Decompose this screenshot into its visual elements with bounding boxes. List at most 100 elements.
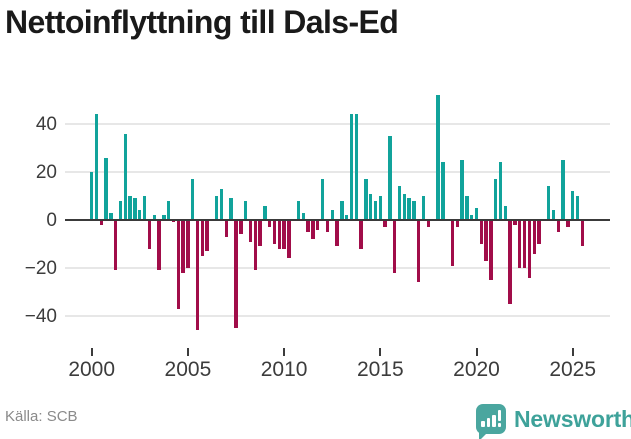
bar-quarter-39 [277,220,281,249]
bar-quarter-67 [412,200,416,220]
x-axis-label-2010: 2010 [260,358,308,381]
bar-quarter-76 [455,220,459,228]
bar-quarter-57 [364,179,368,220]
gridline-20 [65,171,610,173]
bar-quarter-37 [267,220,272,228]
x-axis-label-2015: 2015 [356,358,404,381]
bar-quarter-43 [296,200,301,220]
y-axis-label-40: 40 [35,113,57,135]
bar-quarter-1 [94,114,99,220]
bar-quarter-11 [142,196,147,220]
x-axis-tick-2015 [379,348,382,356]
bar-quarter-24 [205,220,209,252]
bar-quarter-87 [508,220,512,304]
bar-quarter-62 [388,136,392,220]
plot-area: 40 20 0 −20 −40 2000 2005 2010 2015 2020 2025 [24,95,610,381]
bar-quarter-101 [575,196,580,220]
bar-quarter-93 [537,220,541,244]
bar-quarter-49 [325,220,330,232]
newsworthy-brand: Newsworthy [476,404,631,439]
bar-quarter-89 [518,220,522,268]
bar-quarter-79 [469,215,474,220]
bar-quarter-102 [580,220,584,247]
bar-quarter-65 [402,193,407,220]
bar-quarter-91 [527,220,532,278]
x-axis-tick-2020 [475,348,478,356]
bar-quarter-53 [344,215,349,220]
bar-quarter-19 [181,220,185,273]
bar-quarter-85 [498,162,503,220]
bar-quarter-26 [215,196,219,220]
bar-quarter-60 [378,196,382,220]
bar-quarter-56 [359,220,363,249]
x-axis-label-2005: 2005 [164,358,212,381]
bar-quarter-9 [133,198,137,220]
bar-quarter-30 [234,220,238,328]
bar-quarter-90 [522,220,527,268]
bar-quarter-86 [503,205,508,220]
bar-quarter-3 [104,157,108,220]
bar-quarter-100 [571,191,575,220]
bar-quarter-23 [200,220,205,256]
bar-quarter-4 [109,212,113,220]
x-axis-label-2020: 2020 [453,358,500,381]
pin-tail [479,432,488,439]
gridline-40 [65,123,610,125]
bar-quarter-18 [176,220,180,309]
bar-quarter-29 [229,198,233,220]
bar-quarter-98 [561,160,565,220]
bar-quarter-82 [484,220,488,261]
bar-quarter-61 [383,220,387,228]
gridline--40 [65,315,610,317]
bar-quarter-0 [90,172,94,220]
bar-quarter-92 [532,220,536,254]
bar-quarter-73 [441,162,445,220]
source-text: Källa: SCB [5,408,78,425]
bar-quarter-69 [421,196,426,220]
bar-quarter-81 [479,220,483,244]
chart-title: Nettoinflyttning till Dals-Ed [5,4,399,40]
bar-quarter-88 [513,220,517,225]
bar-quarter-55 [354,114,358,220]
bar-quarter-38 [272,220,277,244]
bar-quarter-66 [407,198,411,220]
bar-quarter-80 [474,208,479,220]
bar-quarter-46 [311,220,315,240]
y-axis-label-20: 20 [35,161,57,183]
gridline--20 [65,267,610,269]
bar-quarter-10 [138,210,142,220]
logo-bar-small [481,421,485,427]
bar-quarter-64 [397,186,402,220]
x-axis-tick-2005 [186,348,189,356]
bar-quarter-47 [316,220,320,230]
bar-quarter-45 [306,220,310,232]
bar-quarter-83 [489,220,493,280]
x-axis-tick-2025 [571,348,574,356]
bar-quarter-84 [494,179,498,220]
bar-quarter-5 [114,220,118,271]
bar-quarter-78 [465,196,469,220]
x-axis-tick-2000 [90,348,93,356]
bar-quarter-51 [335,220,339,247]
bar-quarter-72 [436,95,440,220]
bar-quarter-22 [195,220,200,331]
bar-quarter-52 [340,200,344,220]
y-axis-label--40: −40 [24,305,57,327]
bar-quarter-63 [393,220,397,273]
logo-bar-tall [492,415,496,427]
bar-quarter-40 [282,220,286,249]
bar-quarter-44 [301,212,306,220]
zero-axis-line [65,218,610,222]
x-axis-label-2000: 2000 [68,358,116,381]
bar-quarter-77 [460,160,464,220]
bar-quarter-28 [224,220,229,237]
bar-quarter-50 [330,210,334,220]
bar-quarter-6 [118,200,123,220]
newsworthy-wordmark: Newsworthy [514,406,631,432]
bar-quarter-27 [219,188,224,220]
logo-exclamation-bar [497,410,502,421]
bar-quarter-8 [128,196,132,220]
bar-quarter-95 [546,186,551,220]
bar-quarter-32 [243,200,248,220]
